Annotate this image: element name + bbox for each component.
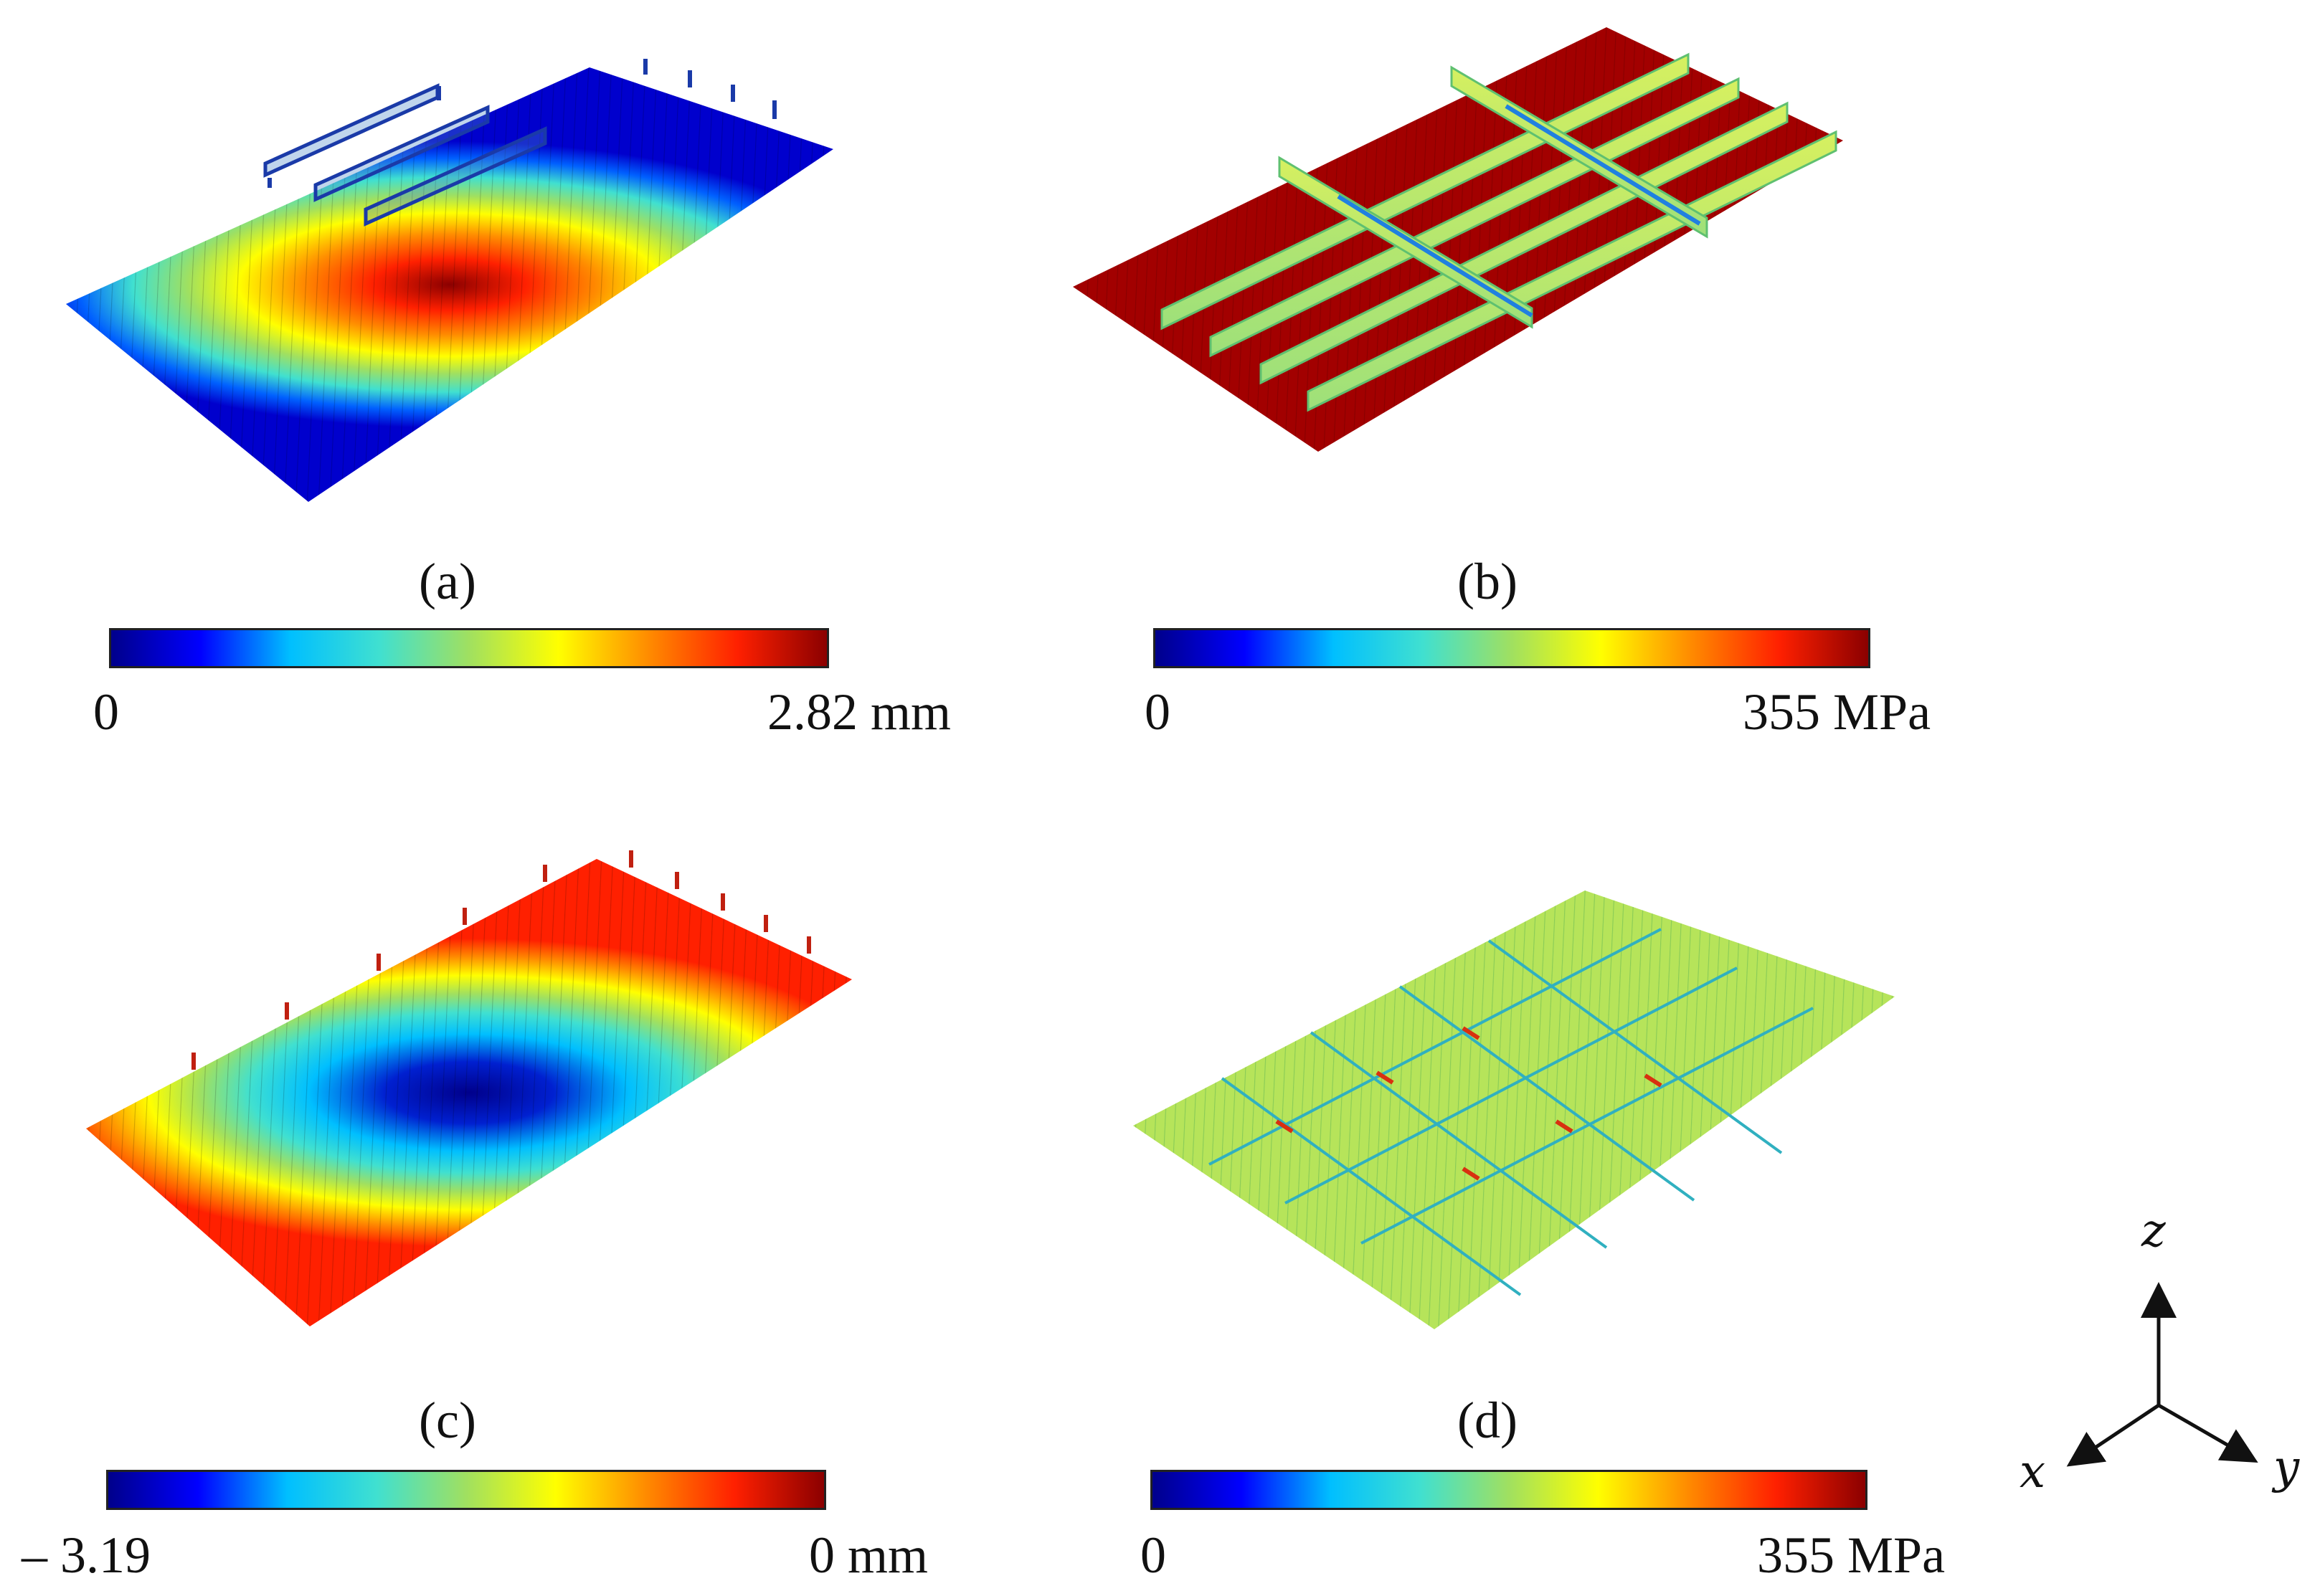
panel-b-caption: (b) <box>1457 553 1518 610</box>
coordinate-axes: z x y <box>1994 1205 2309 1549</box>
panel-d-colorbar-min: 0 <box>1140 1526 1166 1584</box>
panel-b-colorbar-min: 0 <box>1145 683 1170 741</box>
panel-a-colorbar <box>109 628 829 668</box>
x-axis-arrow <box>2066 1403 2160 1467</box>
panel-b-plate-model <box>1073 27 1843 452</box>
panel-c-colorbar-min: – 3.19 <box>22 1526 151 1584</box>
panel-b: (b) 0 355 MPa <box>1061 0 2320 741</box>
panel-b-colorbar-max: 355 MPa <box>1743 683 1931 741</box>
y-axis-label: y <box>2273 1441 2300 1494</box>
panel-b-colorbar <box>1153 628 1870 668</box>
panel-a-colorbar-min: 0 <box>93 683 119 741</box>
panel-c-colorbar-max: 0 mm <box>809 1526 929 1584</box>
panel-a-plate-model <box>66 59 833 502</box>
panel-c-caption: (c) <box>419 1392 476 1449</box>
y-axis-arrow <box>2157 1403 2258 1463</box>
panel-d: (d) 0 355 MPa <box>1061 825 1994 1596</box>
axes-arrows <box>2066 1282 2258 1467</box>
z-axis-label: z <box>2141 1205 2166 1258</box>
x-axis-label: x <box>2020 1445 2046 1498</box>
panel-d-caption: (d) <box>1457 1392 1518 1449</box>
panel-c: (c) – 3.19 0 mm <box>0 825 1076 1596</box>
panel-c-plate-model <box>86 850 852 1326</box>
panel-d-colorbar-max: 355 MPa <box>1757 1526 1946 1584</box>
panel-c-colorbar <box>106 1470 826 1510</box>
panel-a: (a) 0 2.82 mm <box>0 0 1076 741</box>
panel-a-caption: (a) <box>419 553 476 610</box>
panel-d-plate-model <box>1133 890 1895 1329</box>
panel-d-colorbar <box>1150 1470 1867 1510</box>
panel-a-colorbar-max: 2.82 mm <box>767 683 952 741</box>
